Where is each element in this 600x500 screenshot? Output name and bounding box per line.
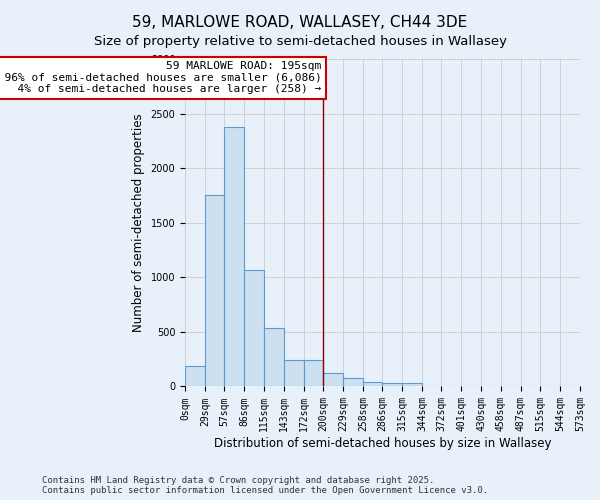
Text: 59 MARLOWE ROAD: 195sqm
← 96% of semi-detached houses are smaller (6,086)
  4% o: 59 MARLOWE ROAD: 195sqm ← 96% of semi-de… — [0, 61, 322, 94]
Bar — [323, 373, 343, 386]
Bar — [304, 360, 323, 386]
Bar — [284, 360, 304, 386]
Text: Size of property relative to semi-detached houses in Wallasey: Size of property relative to semi-detach… — [94, 35, 506, 48]
Bar — [224, 126, 244, 386]
Bar — [402, 383, 422, 386]
X-axis label: Distribution of semi-detached houses by size in Wallasey: Distribution of semi-detached houses by … — [214, 437, 551, 450]
Y-axis label: Number of semi-detached properties: Number of semi-detached properties — [132, 114, 145, 332]
Bar — [244, 270, 265, 386]
Bar — [205, 196, 224, 386]
Bar — [185, 366, 205, 386]
Bar — [382, 383, 402, 386]
Text: 59, MARLOWE ROAD, WALLASEY, CH44 3DE: 59, MARLOWE ROAD, WALLASEY, CH44 3DE — [133, 15, 467, 30]
Bar — [343, 378, 363, 386]
Bar — [363, 382, 382, 386]
Bar — [265, 328, 284, 386]
Text: Contains HM Land Registry data © Crown copyright and database right 2025.
Contai: Contains HM Land Registry data © Crown c… — [42, 476, 488, 495]
